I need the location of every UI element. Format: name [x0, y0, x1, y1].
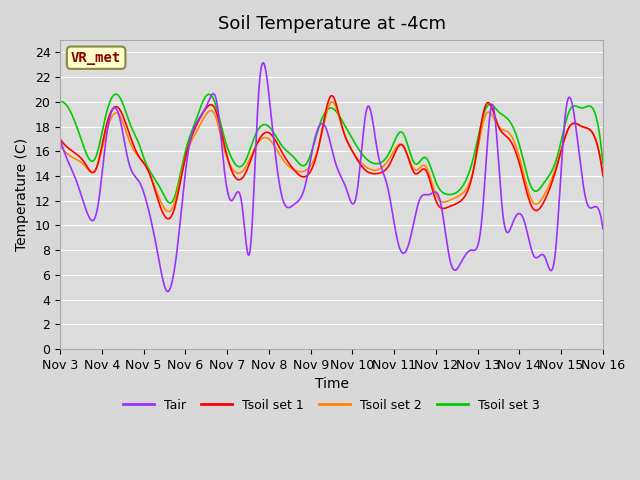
Tsoil set 3	[393, 133, 401, 139]
Tsoil set 1	[68, 147, 76, 153]
Tsoil set 1	[164, 216, 172, 222]
Tsoil set 1	[56, 136, 64, 142]
Tsoil set 1	[299, 174, 307, 180]
Tsoil set 2	[164, 209, 172, 215]
Tsoil set 3	[56, 99, 64, 105]
Tsoil set 3	[366, 159, 374, 165]
Tsoil set 2	[61, 148, 68, 154]
Tsoil set 3	[61, 100, 68, 106]
Tsoil set 1	[61, 142, 68, 147]
Tsoil set 2	[68, 154, 76, 160]
Tsoil set 1	[599, 173, 607, 179]
Tsoil set 1	[393, 146, 401, 152]
Tair	[542, 257, 550, 263]
Line: Tsoil set 3: Tsoil set 3	[60, 94, 603, 203]
Tsoil set 1	[328, 93, 335, 98]
Tair	[393, 235, 401, 241]
Tsoil set 3	[300, 163, 307, 168]
Tsoil set 3	[599, 161, 607, 167]
Y-axis label: Temperature (C): Temperature (C)	[15, 138, 29, 251]
Tair	[61, 149, 68, 155]
Tsoil set 2	[328, 99, 336, 105]
Tsoil set 2	[542, 189, 550, 194]
Text: VR_met: VR_met	[71, 51, 121, 65]
Tsoil set 2	[393, 144, 401, 149]
Line: Tsoil set 2: Tsoil set 2	[60, 102, 603, 212]
Tair	[56, 136, 64, 142]
Tsoil set 2	[599, 171, 607, 177]
Tair	[300, 189, 307, 194]
Tair	[68, 166, 76, 172]
Tsoil set 3	[542, 177, 550, 183]
Title: Soil Temperature at -4cm: Soil Temperature at -4cm	[218, 15, 445, 33]
Tsoil set 3	[166, 200, 174, 206]
Tsoil set 3	[68, 111, 76, 117]
Tsoil set 1	[542, 194, 550, 200]
X-axis label: Time: Time	[314, 377, 349, 391]
Tair	[164, 288, 172, 294]
Line: Tair: Tair	[60, 63, 603, 291]
Tair	[599, 226, 607, 232]
Tsoil set 2	[299, 168, 307, 174]
Tsoil set 3	[112, 91, 120, 97]
Tsoil set 1	[366, 170, 374, 176]
Tair	[259, 60, 267, 66]
Tsoil set 2	[56, 142, 64, 148]
Tsoil set 2	[366, 166, 374, 172]
Legend: Tair, Tsoil set 1, Tsoil set 2, Tsoil set 3: Tair, Tsoil set 1, Tsoil set 2, Tsoil se…	[118, 394, 545, 417]
Tair	[366, 105, 374, 111]
Line: Tsoil set 1: Tsoil set 1	[60, 96, 603, 219]
